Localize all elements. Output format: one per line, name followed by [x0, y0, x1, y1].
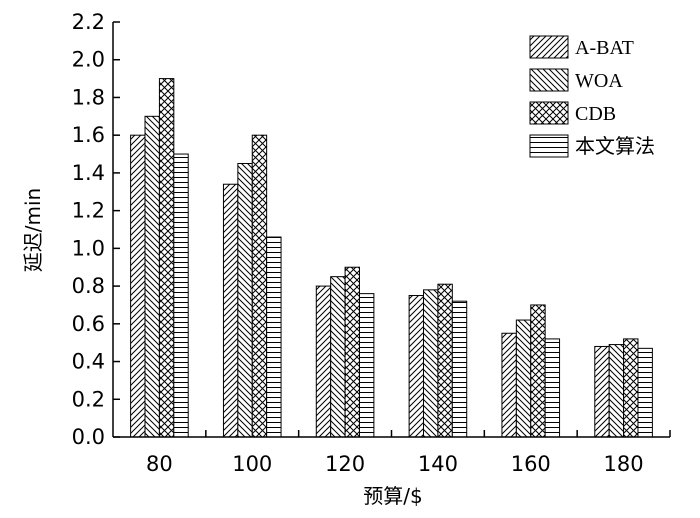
x-tick-label: 160	[511, 452, 551, 476]
x-tick-label: 180	[604, 452, 644, 476]
x-ticks: 80 100 120 140 160 180	[146, 430, 671, 476]
bar-horizontal-140	[451, 300, 468, 438]
bar-diagonal-back-140	[423, 289, 439, 438]
y-tick-label: 0.0	[72, 425, 105, 449]
y-tick-label: 0.4	[72, 350, 105, 374]
y-tick-label: 2.2	[72, 10, 105, 34]
y-tick-label: 1.0	[72, 236, 105, 260]
bar-diagonal-back-80	[144, 115, 160, 438]
bar-diagonal-forward-100	[222, 183, 239, 438]
bar-diagonal-back-100	[237, 162, 253, 438]
x-axis-title: 预算/$	[363, 484, 422, 508]
bar-horizontal-100	[266, 236, 282, 438]
bar-crosshatch-140	[437, 283, 453, 438]
legend-swatch	[529, 134, 569, 158]
legend-label: A-BAT	[575, 37, 634, 59]
y-tick-label: 2.0	[72, 48, 105, 72]
bar-diagonal-back-120	[330, 276, 346, 438]
legend-swatch	[529, 101, 569, 125]
legend-label: WOA	[575, 70, 623, 92]
bar-crosshatch-80	[158, 78, 175, 438]
legend: A-BAT WOA CDB 本文算法	[529, 35, 655, 158]
bar-horizontal-80	[173, 153, 189, 438]
bar-horizontal-120	[358, 293, 375, 438]
bar-diagonal-forward-80	[130, 134, 146, 438]
x-tick-label: 100	[232, 452, 272, 476]
bar-crosshatch-100	[251, 134, 268, 438]
x-tick-label: 80	[146, 452, 173, 476]
legend-swatch	[529, 35, 569, 59]
bar-diagonal-back-180	[608, 344, 625, 438]
bars-group	[130, 78, 653, 438]
bar-diagonal-forward-160	[501, 332, 517, 438]
y-tick-label: 0.2	[72, 387, 105, 411]
y-tick-label: 1.6	[72, 123, 105, 147]
legend-label: CDB	[575, 103, 616, 125]
y-tick-label: 0.8	[72, 274, 105, 298]
bar-diagonal-forward-180	[594, 345, 610, 438]
bar-crosshatch-180	[623, 338, 639, 438]
bar-horizontal-180	[637, 347, 653, 438]
y-tick-label: 1.4	[72, 161, 105, 185]
bar-horizontal-160	[544, 338, 561, 438]
y-ticks: 0.0 0.2 0.4 0.6 0.8 1.0 1.2 1.4 1.6 1.8 2.0 2.2	[72, 10, 120, 449]
legend-swatch	[529, 68, 569, 92]
bar-diagonal-forward-140	[408, 295, 425, 438]
bar-diagonal-back-160	[515, 319, 532, 438]
x-tick-label: 120	[325, 452, 365, 476]
bar-diagonal-forward-120	[315, 285, 332, 438]
bar-crosshatch-120	[344, 266, 360, 438]
bar-crosshatch-160	[530, 304, 546, 438]
y-tick-label: 0.6	[72, 312, 105, 336]
y-tick-label: 1.8	[72, 85, 105, 109]
y-tick-label: 1.2	[72, 199, 105, 223]
legend-label: 本文算法	[575, 135, 655, 158]
x-tick-label: 140	[418, 452, 458, 476]
y-axis-title: 延迟/min	[21, 188, 45, 272]
